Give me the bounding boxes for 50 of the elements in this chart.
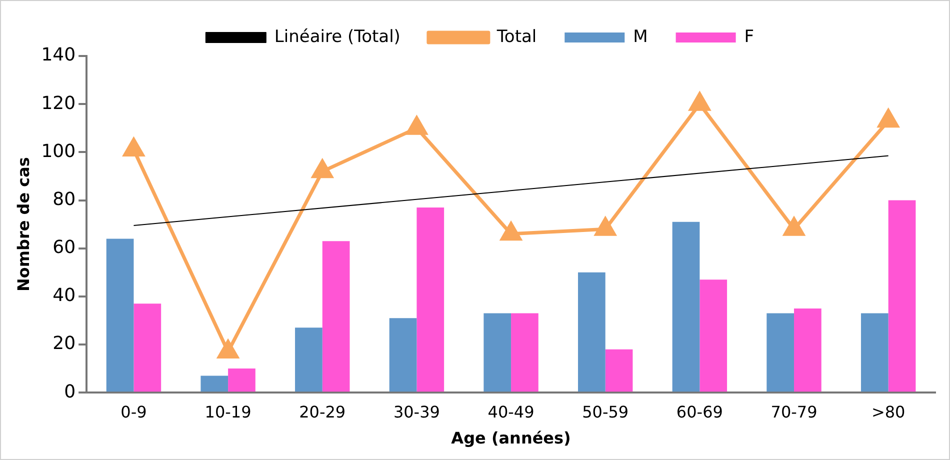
bar bbox=[106, 238, 134, 392]
bar bbox=[200, 376, 228, 392]
y-tick-label: 20 bbox=[52, 333, 76, 354]
point bbox=[218, 340, 238, 358]
bar bbox=[672, 222, 700, 392]
x-tick-label: 60-69 bbox=[676, 402, 723, 422]
bar bbox=[295, 328, 322, 392]
x-tick-label: 50-59 bbox=[582, 402, 629, 422]
point bbox=[878, 109, 899, 128]
point bbox=[123, 138, 144, 157]
point bbox=[312, 160, 333, 178]
legend-label: Linéaire (Total) bbox=[274, 26, 400, 47]
bar bbox=[700, 280, 728, 392]
x-axis-title: Age (années) bbox=[451, 428, 571, 448]
bar bbox=[322, 241, 350, 392]
bar bbox=[484, 313, 512, 392]
x-tick-label: 10-19 bbox=[204, 402, 252, 422]
point bbox=[689, 92, 710, 111]
y-tick-label: 140 bbox=[41, 44, 76, 66]
bar bbox=[389, 318, 417, 392]
y-tick-label: 120 bbox=[41, 92, 76, 114]
x-tick-label: 30-39 bbox=[393, 402, 440, 422]
bar bbox=[860, 313, 888, 392]
bar bbox=[134, 304, 162, 392]
y-tick-label: 0 bbox=[64, 381, 76, 402]
legend-label: M bbox=[633, 26, 648, 47]
bar bbox=[578, 272, 606, 392]
bar bbox=[794, 308, 822, 392]
y-tick-label: 100 bbox=[41, 140, 76, 162]
x-tick-label: 0-9 bbox=[120, 402, 147, 422]
point bbox=[784, 217, 804, 236]
legend-label: Total bbox=[496, 26, 537, 47]
y-tick-label: 80 bbox=[52, 188, 76, 210]
x-tick-label: 40-49 bbox=[488, 402, 534, 422]
bar bbox=[605, 349, 633, 392]
bar bbox=[416, 207, 444, 392]
bar bbox=[888, 200, 916, 392]
y-tick-label: 40 bbox=[52, 285, 76, 306]
x-tick-label: 20-29 bbox=[299, 402, 346, 422]
point bbox=[594, 217, 616, 236]
legend-label: F bbox=[744, 26, 754, 47]
y-axis-title: Nombre de cas bbox=[14, 157, 33, 292]
bar bbox=[511, 313, 538, 392]
point bbox=[500, 222, 522, 241]
bar bbox=[228, 368, 256, 392]
x-tick-label: 70-79 bbox=[770, 402, 818, 422]
x-tick-label: >80 bbox=[871, 402, 906, 422]
bar bbox=[766, 313, 794, 392]
point bbox=[406, 116, 428, 135]
y-tick-label: 60 bbox=[52, 237, 76, 258]
